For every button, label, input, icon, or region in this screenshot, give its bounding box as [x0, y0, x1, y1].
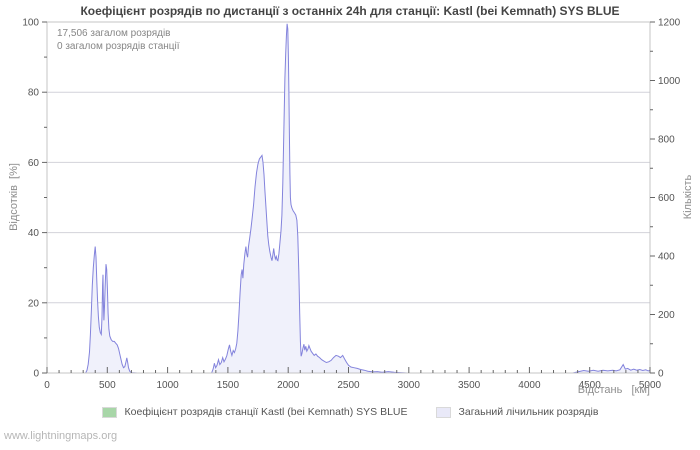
svg-text:3000: 3000	[398, 380, 421, 391]
svg-text:1000: 1000	[658, 76, 681, 87]
totals-annotation: 17,506 загалом розрядів 0 загалом розряд…	[57, 27, 180, 53]
legend-swatch-lavender	[435, 406, 451, 418]
svg-text:1200: 1200	[658, 18, 681, 29]
x-axis-label: Відстань [км]	[577, 384, 650, 396]
svg-text:600: 600	[658, 193, 675, 204]
total-discharges-text: 17,506 загалом розрядів	[57, 28, 171, 39]
svg-text:20: 20	[28, 298, 40, 309]
svg-text:60: 60	[28, 158, 40, 169]
legend-label-total-counter: Загаьний лічильник розрядів	[458, 406, 599, 418]
legend-item-station-coefficient: Коефіцієнт розрядів станції Kastl (bei K…	[101, 406, 408, 418]
svg-text:3500: 3500	[458, 380, 481, 391]
chart-legend: Коефіцієнт розрядів станції Kastl (bei K…	[0, 406, 700, 418]
svg-text:800: 800	[658, 135, 675, 146]
svg-text:0: 0	[33, 369, 39, 380]
svg-text:4000: 4000	[518, 380, 541, 391]
y-axis-left-label: Відсотків [%]	[8, 163, 20, 231]
svg-text:100: 100	[22, 18, 39, 29]
svg-text:2000: 2000	[277, 380, 300, 391]
svg-text:5000: 5000	[639, 380, 662, 391]
legend-label-station-coefficient: Коефіцієнт розрядів станції Kastl (bei K…	[124, 406, 408, 418]
chart-title: Коефіцієнт розрядів по дистанції з остан…	[80, 4, 620, 18]
legend-swatch-green	[101, 406, 117, 418]
legend-item-total-counter: Загаьний лічильник розрядів	[435, 406, 599, 418]
lightningmaps-link[interactable]: www.lightningmaps.org	[4, 430, 118, 442]
svg-text:40: 40	[28, 228, 40, 239]
svg-text:500: 500	[99, 380, 116, 391]
svg-text:4500: 4500	[579, 380, 602, 391]
y-axis-right-label: Кількість	[682, 174, 694, 220]
svg-text:200: 200	[658, 310, 675, 321]
svg-text:400: 400	[658, 252, 675, 263]
svg-text:1000: 1000	[156, 380, 179, 391]
svg-text:80: 80	[28, 88, 40, 99]
svg-text:2500: 2500	[337, 380, 360, 391]
svg-text:1500: 1500	[217, 380, 240, 391]
station-discharges-text: 0 загалом розрядів станції	[57, 41, 180, 52]
svg-text:0: 0	[658, 369, 664, 380]
svg-text:0: 0	[44, 380, 50, 391]
